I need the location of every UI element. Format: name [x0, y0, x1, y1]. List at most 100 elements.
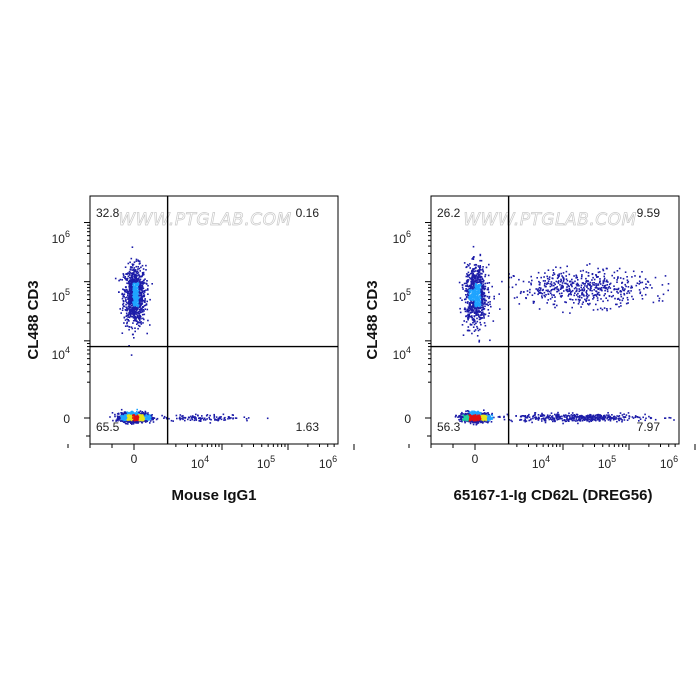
event-dot [234, 417, 237, 419]
event-dot [472, 305, 475, 307]
event-dot [468, 274, 471, 276]
event-dot [461, 284, 464, 286]
event-dot [543, 294, 545, 297]
event-dot [467, 306, 470, 308]
event-dot [138, 263, 141, 265]
event-dot [138, 290, 141, 292]
event-dot [464, 419, 466, 422]
event-dot [184, 416, 187, 419]
event-dot [483, 279, 485, 282]
event-dot [482, 308, 485, 310]
event-dot [131, 421, 134, 424]
event-dot [118, 416, 120, 419]
event-dot [130, 277, 132, 280]
event-dot [569, 293, 571, 295]
event-dot [138, 294, 140, 297]
event-dot [481, 420, 483, 422]
event-dot [480, 282, 483, 285]
quadrant-upper-right: 0.16 [296, 206, 320, 220]
event-dot [568, 290, 570, 292]
event-dot [136, 408, 138, 411]
event-dot [621, 288, 624, 290]
event-dot [606, 308, 608, 310]
event-dot [624, 271, 627, 273]
event-dot [482, 271, 485, 273]
event-dot [170, 419, 173, 422]
event-dot [489, 303, 491, 306]
event-dot [124, 416, 126, 419]
event-dot [476, 317, 478, 320]
event-dot [485, 421, 488, 423]
event-dot [129, 279, 131, 282]
event-dot [575, 294, 578, 296]
event-dot [124, 297, 127, 299]
event-dot [571, 299, 574, 301]
event-dot [478, 307, 480, 310]
event-dot [136, 297, 138, 299]
event-dot [570, 284, 573, 286]
event-dot [512, 275, 515, 277]
event-dot [135, 288, 138, 291]
event-dot [607, 299, 609, 302]
event-dot [606, 284, 609, 286]
event-dot [203, 419, 205, 421]
event-dot [476, 284, 479, 287]
event-dot [466, 273, 468, 275]
event-dot [476, 287, 479, 290]
event-dot [477, 291, 480, 293]
event-dot [133, 337, 135, 339]
event-dot [561, 292, 563, 295]
event-dot [593, 289, 595, 291]
event-dot [479, 267, 481, 270]
event-dot [478, 288, 480, 290]
event-dot [488, 291, 490, 294]
event-dot [145, 415, 147, 417]
event-dot [476, 297, 478, 300]
event-dot [142, 271, 145, 274]
event-dot [575, 290, 577, 293]
event-dot [613, 271, 616, 274]
event-dot [559, 284, 561, 286]
event-dot [143, 295, 146, 298]
event-dot [596, 293, 599, 295]
event-dot [139, 278, 142, 281]
event-dot [486, 288, 489, 291]
event-dot [147, 284, 149, 287]
event-dot [188, 416, 190, 419]
event-dot [498, 293, 500, 295]
event-dot [130, 417, 132, 420]
event-dot [137, 283, 139, 286]
event-dot [181, 417, 184, 419]
event-dot [476, 310, 479, 313]
event-dot [470, 286, 472, 289]
event-dot [137, 268, 139, 270]
event-dot [529, 291, 531, 294]
event-dot [646, 287, 649, 289]
event-dot [146, 300, 148, 303]
event-dot [580, 306, 582, 308]
event-dot [571, 278, 573, 281]
event-dot [577, 292, 579, 295]
event-dot [467, 313, 469, 316]
event-dot [597, 276, 599, 278]
event-dot [125, 312, 128, 315]
event-dot [131, 269, 134, 271]
event-dot [571, 289, 574, 292]
event-dot [214, 419, 216, 421]
event-dot [122, 413, 125, 416]
event-dot [546, 275, 548, 278]
event-dot [474, 277, 477, 279]
event-dot [475, 293, 478, 295]
event-dot [481, 313, 483, 315]
event-dot [139, 283, 141, 286]
event-dot [558, 289, 560, 292]
event-dot [468, 314, 471, 317]
event-dot [599, 283, 602, 285]
event-dot [131, 412, 133, 415]
event-dot [200, 417, 202, 419]
event-dot [218, 416, 221, 419]
event-dot [467, 279, 470, 281]
event-dot [567, 285, 570, 287]
event-dot [623, 289, 626, 292]
event-dot [181, 415, 183, 417]
